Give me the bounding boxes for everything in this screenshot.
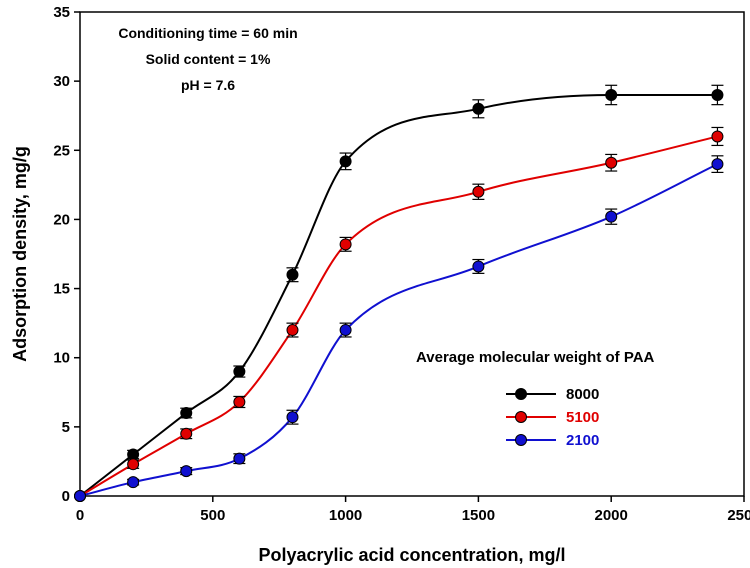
y-tick-label: 25 [53,142,70,159]
data-point-8000 [339,155,352,168]
data-point-2100 [339,324,352,337]
y-tick-label: 0 [62,488,70,505]
data-point-8000 [286,268,299,281]
legend-label-8000: 8000 [566,386,599,403]
data-point-5100 [339,238,352,251]
data-point-8000 [233,365,246,378]
data-point-5100 [286,324,299,337]
x-tick-label: 2000 [595,507,628,524]
x-tick-label: 1500 [462,507,495,524]
data-point-5100 [472,185,485,198]
data-point-2100 [286,411,299,424]
x-axis-title: Polyacrylic acid concentration, mg/l [258,545,565,565]
x-tick-label: 1000 [329,507,362,524]
series-line-5100 [79,135,718,497]
legend-label-2100: 2100 [566,432,599,449]
data-point-5100 [605,156,618,169]
data-point-2100 [711,158,724,171]
data-point-8000 [180,407,193,420]
data-point-2100 [74,490,86,502]
x-tick-label: 0 [76,507,84,524]
data-point-5100 [711,130,724,143]
annotation-solid-content: Solid content = 1% [146,51,271,67]
data-point-2100 [472,260,485,273]
series-curves [79,93,718,497]
legend-marker-5100 [515,411,527,423]
annotation-ph: pH = 7.6 [181,77,235,93]
annotation-conditioning-time: Conditioning time = 60 min [118,25,297,41]
legend: 8000 5100 2100 [506,386,599,449]
legend-marker-2100 [515,434,527,446]
data-point-2100 [180,465,193,478]
data-point-2100 [127,476,140,489]
legend-marker-8000 [515,388,527,400]
series-line-8000 [79,93,718,497]
data-point-2100 [233,452,246,465]
plot-frame [79,11,745,497]
y-tick-label: 20 [53,211,70,228]
series-line-2100 [79,163,718,497]
data-points [74,84,724,502]
y-tick-label: 15 [53,281,70,298]
y-tick-label: 5 [62,419,70,436]
y-axis-title: Adsorption density, mg/g [10,146,30,362]
x-tick-label: 500 [200,507,225,524]
legend-label-5100: 5100 [566,409,599,426]
data-point-5100 [233,395,246,408]
data-point-8000 [711,88,724,101]
y-tick-label: 35 [53,4,70,21]
legend-title: Average molecular weight of PAA [416,349,655,366]
data-point-5100 [180,427,193,440]
data-point-8000 [605,88,618,101]
y-tick-label: 30 [53,73,70,90]
data-point-8000 [472,102,485,115]
y-tick-label: 10 [53,350,70,367]
data-point-5100 [127,458,140,471]
data-point-2100 [605,210,618,223]
